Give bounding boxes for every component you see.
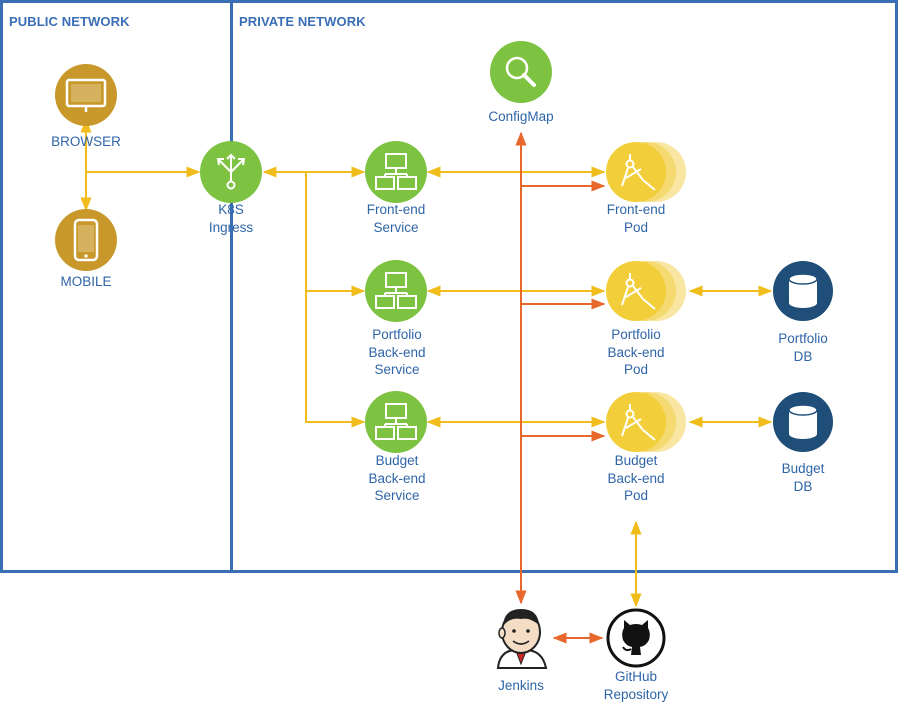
browser-label: BROWSER xyxy=(51,134,121,149)
mobile-node[interactable] xyxy=(55,209,117,271)
budget-db-label: Budget DB xyxy=(781,461,825,494)
ingress-node[interactable] xyxy=(200,141,262,203)
frontend-pod-node[interactable] xyxy=(606,142,686,202)
ingress-label: K8S Ingress xyxy=(208,202,254,235)
github-label: GitHub Repository xyxy=(603,669,669,702)
configmap-label: ConfigMap xyxy=(488,109,554,124)
budget-pod-node[interactable] xyxy=(606,392,686,452)
pod-icon xyxy=(621,154,656,191)
portfolio-service-label: Portfolio Back-end Service xyxy=(368,327,426,377)
configmap-node[interactable] xyxy=(490,41,552,103)
portfolio-pod-label: Portfolio Back-end Pod xyxy=(607,327,665,377)
pod-icon xyxy=(621,404,656,441)
frontend-pod-label: Front-end Pod xyxy=(606,202,666,235)
frontend-service-node[interactable] xyxy=(365,141,427,203)
budget-db-node[interactable] xyxy=(773,392,833,452)
pod-icon xyxy=(621,273,656,310)
jenkins-label: Jenkins xyxy=(498,678,544,693)
database-icon xyxy=(788,404,818,439)
mobile-label: MOBILE xyxy=(60,274,112,289)
public-network-zone xyxy=(0,0,233,573)
magnifier-icon xyxy=(505,56,536,87)
frontend-service-label: Front-end Service xyxy=(366,202,426,235)
jenkins-node[interactable] xyxy=(496,609,548,669)
orange-edges xyxy=(515,131,606,644)
network-icon xyxy=(375,272,417,309)
edge-ingress-budget-service xyxy=(305,291,366,428)
ingress-icon xyxy=(216,153,246,190)
edge-ingress-portfolio-service xyxy=(305,172,366,297)
budget-service-node[interactable] xyxy=(365,391,427,453)
database-icon xyxy=(788,273,818,308)
portfolio-pod-node[interactable] xyxy=(606,261,686,321)
github-icon xyxy=(622,620,650,655)
phone-icon xyxy=(73,218,99,262)
portfolio-db-label: Portfolio DB xyxy=(778,331,828,364)
github-node[interactable] xyxy=(606,608,666,668)
private-network-title: PRIVATE NETWORK xyxy=(239,14,366,29)
budget-pod-label: Budget Back-end Pod xyxy=(607,453,665,503)
portfolio-service-node[interactable] xyxy=(365,260,427,322)
budget-service-label: Budget Back-end Service xyxy=(368,453,426,503)
network-icon xyxy=(375,403,417,440)
portfolio-db-node[interactable] xyxy=(773,261,833,321)
jenkins-icon xyxy=(496,609,548,669)
monitor-icon xyxy=(65,78,107,112)
public-network-title: PUBLIC NETWORK xyxy=(9,14,130,29)
private-network-zone xyxy=(230,0,898,573)
browser-node[interactable] xyxy=(55,64,117,126)
network-icon xyxy=(375,153,417,190)
